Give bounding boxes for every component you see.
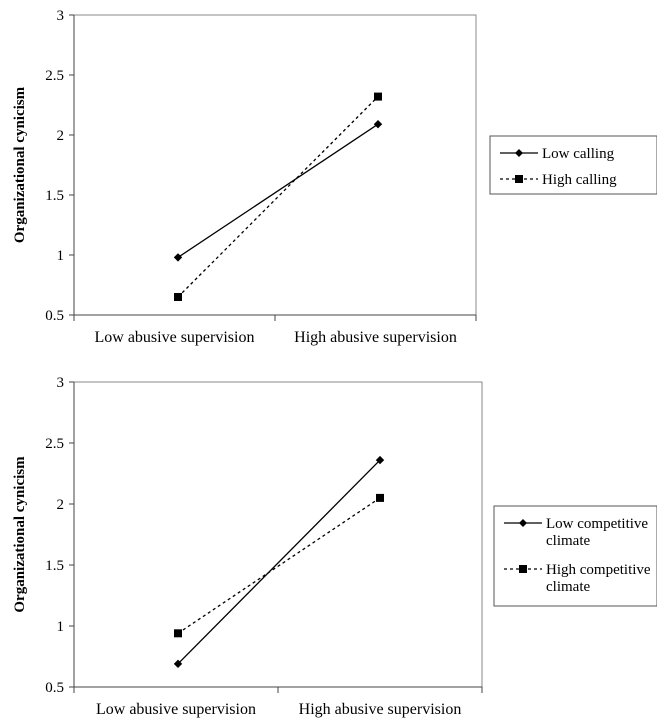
data-point-square	[174, 293, 182, 301]
series-line-high	[177, 96, 379, 298]
y-tick-label: 3	[57, 375, 65, 391]
y-tick-label: 2	[57, 497, 65, 513]
data-point-diamond	[173, 253, 183, 262]
y-tick-label: 3	[57, 8, 65, 24]
chart-top: 0.5 1 1.5 2 2.5 3 Low abusive supervision High …	[12, 8, 657, 346]
x-category-label: High abusive supervision	[299, 701, 462, 718]
series-line-high	[177, 497, 381, 634]
data-point-square	[376, 493, 384, 502]
legend-label: High calling	[542, 172, 617, 188]
x-category-label: Low abusive supervision	[95, 329, 255, 346]
legend-label: climate	[546, 579, 590, 595]
y-tick-label: 1	[57, 248, 65, 264]
y-tick-label: 1.5	[45, 558, 64, 574]
y-tick-label: 2	[57, 128, 65, 144]
legend-label: High competitive	[546, 562, 651, 578]
legend-label: climate	[546, 533, 590, 549]
plot-area-frame	[73, 14, 477, 316]
legend-label: Low competitive	[546, 516, 648, 532]
series-line-low	[177, 123, 379, 258]
x-category-label: High abusive supervision	[294, 329, 457, 346]
legend-box	[489, 135, 657, 195]
data-point-square	[174, 629, 182, 638]
data-point-diamond	[373, 120, 383, 129]
legend-marker-diamond	[515, 149, 523, 157]
y-tick-label: 2.5	[45, 68, 64, 84]
plot-area-frame	[73, 381, 483, 688]
chart-bottom: 0.5 1 1.5 2 2.5 3 Low abusive supervision High …	[12, 375, 657, 718]
y-axis-label: Organizational cynicism	[12, 86, 28, 243]
legend-label: Low calling	[542, 146, 615, 162]
data-point-square	[374, 92, 382, 101]
legend-marker-diamond	[519, 519, 527, 527]
series-line-low	[177, 459, 381, 665]
y-tick-label: 2.5	[45, 436, 64, 452]
x-category-label: Low abusive supervision	[96, 701, 256, 718]
y-axis-label: Organizational cynicism	[12, 456, 28, 613]
legend-marker-square	[515, 175, 523, 183]
y-tick-label: 1	[57, 619, 65, 635]
data-point-diamond	[375, 455, 385, 465]
y-tick-label: 1.5	[45, 188, 64, 204]
data-point-diamond	[173, 659, 183, 669]
legend-marker-square	[519, 565, 527, 573]
y-tick-label: 0.5	[45, 680, 64, 696]
y-tick-label: 0.5	[45, 308, 64, 324]
